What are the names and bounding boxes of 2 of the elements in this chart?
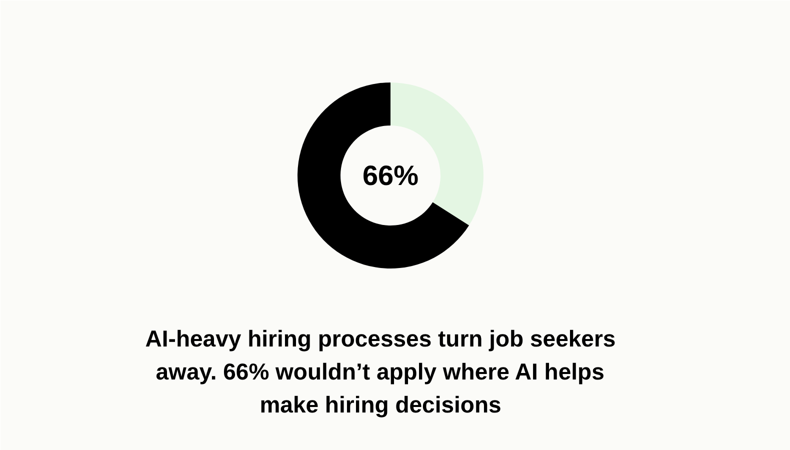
text: 66% [362,160,419,191]
text: AI-heavy hiring processes turn job seekers away. 66% wouldn’t apply where AI helps make hiring decisions [145,326,616,418]
